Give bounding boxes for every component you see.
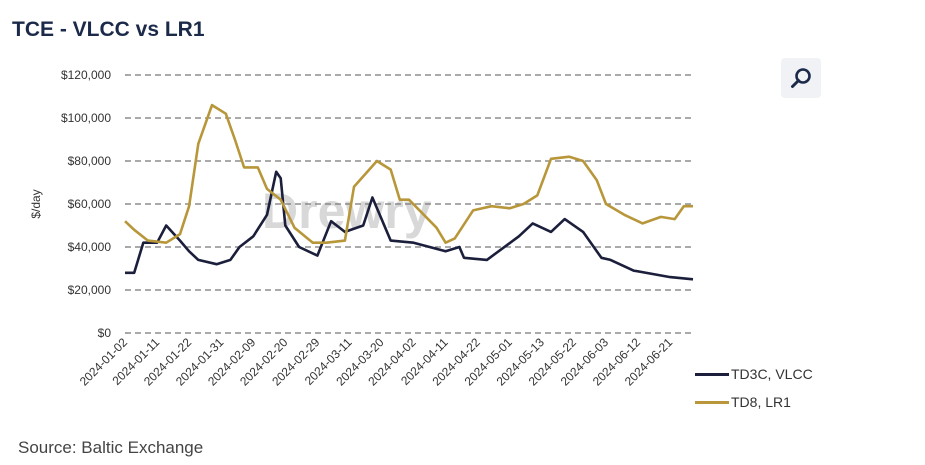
y-tick-label: $100,000	[61, 111, 111, 125]
legend-item-td3c: TD3C, VLCC	[695, 360, 813, 388]
legend-swatch	[695, 372, 729, 376]
legend-item-td8: TD8, LR1	[695, 388, 813, 416]
legend-swatch	[695, 400, 729, 404]
chart-title: TCE - VLCC vs LR1	[12, 18, 205, 41]
magnifier-icon	[791, 68, 811, 88]
legend-label: TD8, LR1	[731, 394, 791, 410]
legend: TD3C, VLCC TD8, LR1	[695, 360, 813, 416]
y-tick-label: $20,000	[68, 283, 112, 297]
y-axis-label: $/day	[29, 189, 43, 218]
y-tick-label: $0	[98, 326, 112, 340]
series-line-td3c-vlcc	[125, 170, 694, 281]
zoom-button[interactable]	[781, 58, 821, 98]
source-note: Source: Baltic Exchange	[18, 438, 204, 457]
series-line-td8-lr1	[124, 103, 693, 244]
legend-label: TD3C, VLCC	[731, 366, 813, 382]
y-tick-label: $120,000	[61, 68, 111, 82]
y-tick-label: $60,000	[68, 197, 112, 211]
y-tick-label: $40,000	[68, 240, 112, 254]
y-tick-label: $80,000	[68, 154, 112, 168]
